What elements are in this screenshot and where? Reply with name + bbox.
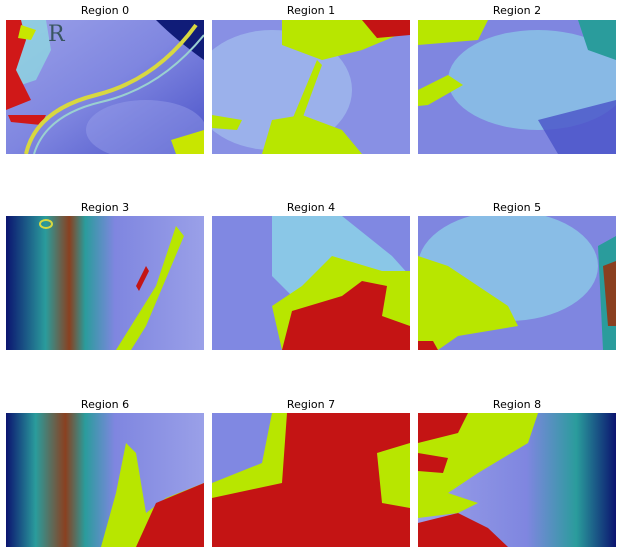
heatmap-panel-6 xyxy=(6,413,204,547)
panel-title-0: Region 0 xyxy=(80,4,130,17)
heatmap-panel-5 xyxy=(418,216,616,350)
panel-title-6: Region 6 xyxy=(80,398,130,411)
panel-title-2: Region 2 xyxy=(492,4,542,17)
panel-title-7: Region 7 xyxy=(286,398,336,411)
heatmap-panel-8 xyxy=(418,413,616,547)
panel-title-8: Region 8 xyxy=(492,398,542,411)
heatmap-panel-7 xyxy=(212,413,410,547)
panel-title-1: Region 1 xyxy=(286,4,336,17)
heatmap-panel-1 xyxy=(212,20,410,154)
heatmap-panel-2 xyxy=(418,20,616,154)
heatmap-panel-0: R xyxy=(6,20,204,154)
panel-title-5: Region 5 xyxy=(492,201,542,214)
marker-letter-r: R xyxy=(48,22,65,47)
panel-title-3: Region 3 xyxy=(80,201,130,214)
panel-title-4: Region 4 xyxy=(286,201,336,214)
heatmap-panel-4 xyxy=(212,216,410,350)
heatmap-panel-3 xyxy=(6,216,204,350)
